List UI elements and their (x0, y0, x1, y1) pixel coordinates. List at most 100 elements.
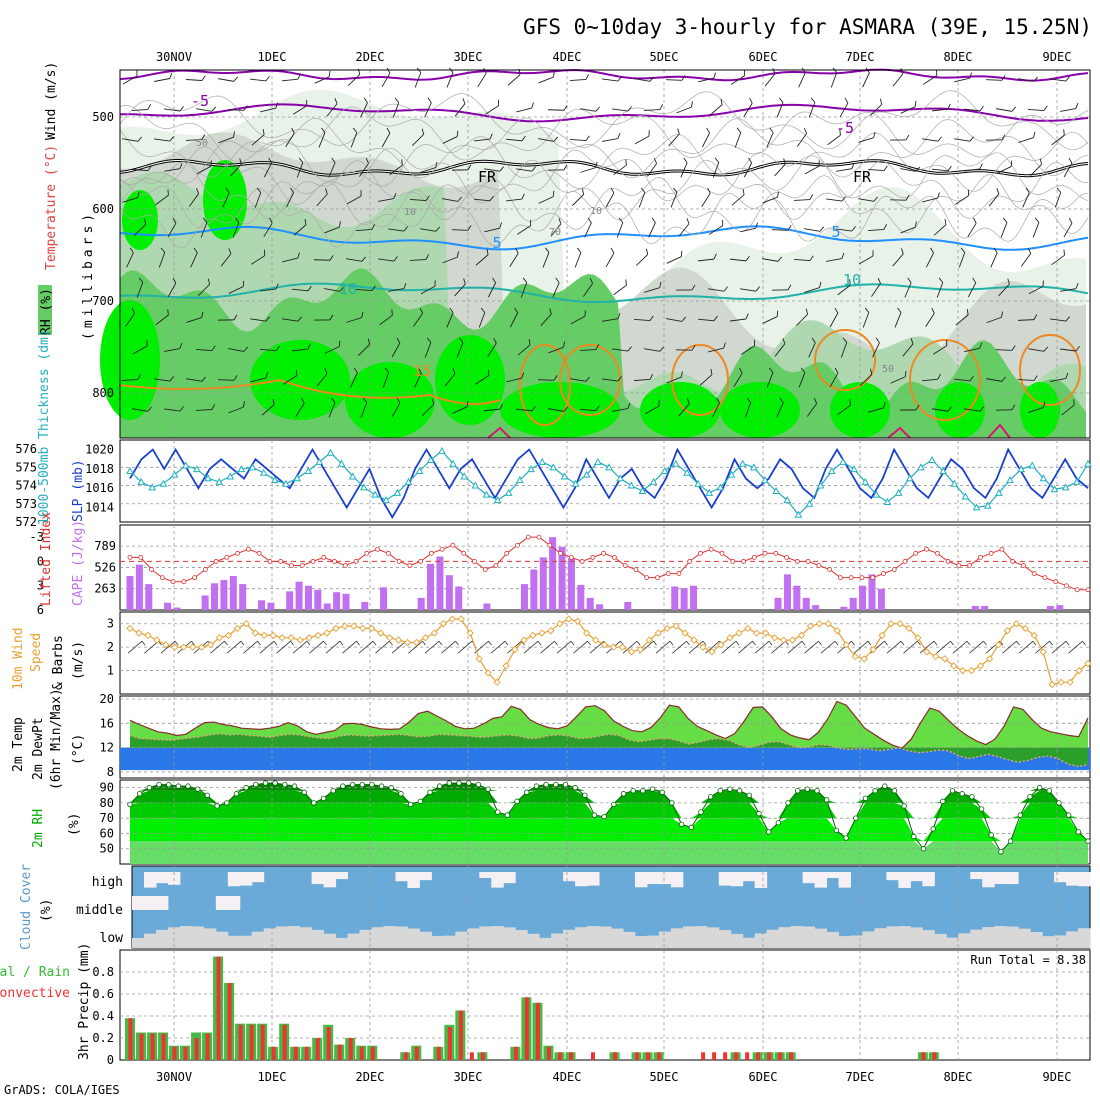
wind-barb (509, 247, 519, 268)
wind-barb-staff (378, 198, 394, 202)
wind-barb-staff (830, 72, 838, 88)
temp2m-label-b: 2m DewPt (31, 717, 46, 780)
wind-barb (840, 337, 848, 358)
wind-barb-staff (132, 345, 148, 355)
wind10-label-a: 10m Wind (11, 627, 26, 690)
wind-barb-flag (172, 217, 177, 224)
wind-barb (326, 98, 338, 117)
wind-barb-flag (834, 367, 839, 374)
wind-barb-flag (753, 339, 756, 346)
wind-barb-flag (677, 128, 680, 135)
wind-barb (542, 247, 550, 268)
wind-barb-flag (201, 311, 204, 318)
wind-barb-staff (328, 162, 336, 178)
wind-barb-staff (478, 312, 486, 328)
wind-barb (548, 341, 565, 354)
li-point (665, 571, 671, 576)
wind-barb (766, 367, 774, 388)
rh2m-point (224, 800, 230, 806)
wind-barb-flag (466, 400, 469, 407)
wind-barb-flag (811, 337, 816, 343)
wind-barb (220, 248, 232, 267)
li-point (967, 563, 972, 568)
wind10-barb-flag (884, 640, 888, 646)
cloud-cell-high (143, 872, 157, 888)
wind10-barb-flag (323, 640, 327, 646)
wind-barb (378, 256, 398, 262)
wind-barb-flag (531, 102, 534, 109)
wind-barb-staff (762, 258, 778, 262)
wind-barb-staff (122, 75, 138, 85)
wind-barb (839, 97, 849, 118)
contour-line (119, 188, 1089, 249)
wind-barb (122, 136, 143, 142)
wind-barb (328, 397, 336, 418)
wind-barb-staff (391, 342, 401, 358)
wind-barb (282, 252, 300, 263)
wind-barb-staff (132, 408, 148, 412)
rh2m-point (669, 800, 675, 806)
wind-barb (926, 247, 934, 268)
wind10-point (779, 636, 788, 644)
wind10-point (135, 629, 143, 637)
wind10-point (260, 631, 268, 640)
wind-barb-staff (1060, 108, 1076, 112)
rh2m-point (736, 787, 743, 794)
wind-barb-flag (384, 367, 390, 373)
cloud-cell-low (634, 935, 648, 948)
wind-barb (421, 398, 435, 416)
wind-barb-staff (382, 372, 390, 388)
wind-barb (1020, 247, 1032, 267)
wind10-barb (705, 640, 720, 654)
wind-barb (733, 367, 743, 388)
wind-barb-staff (444, 373, 456, 387)
tick-label: 0 (37, 554, 44, 568)
wind-barb-flag (272, 398, 275, 405)
wind-barb-flag (844, 97, 849, 104)
wind-barb (446, 307, 454, 328)
thickness-point (671, 459, 680, 467)
rh2m-point (369, 781, 375, 788)
wind-barb-flag (275, 345, 280, 352)
wind-barb (451, 225, 472, 231)
rh2m-point (282, 781, 288, 788)
wind10-barb-flag (240, 640, 245, 646)
li-point (794, 559, 800, 564)
precip-convective-bar (756, 1052, 761, 1060)
wind10-barb-flag (504, 640, 509, 646)
wind10-barb (160, 640, 176, 654)
li-point (1085, 587, 1091, 593)
wind-barb-flag (967, 189, 970, 196)
wind-barb (424, 337, 432, 358)
wind-barb-flag (456, 130, 459, 137)
wind-barb (774, 338, 786, 357)
wind-barb-staff (701, 192, 711, 208)
li-point (881, 571, 886, 576)
wind-barb (296, 157, 304, 178)
wind10-barb (672, 640, 687, 654)
wind-barb-staff (734, 132, 742, 148)
wind-barb-flag (716, 397, 720, 404)
wind-barb (506, 372, 524, 383)
wind-barb (932, 406, 952, 412)
wind-barb-staff (228, 348, 244, 352)
wind-barb (602, 133, 621, 142)
wind10-barb (1002, 640, 1017, 654)
wind-barb-staff (196, 108, 212, 112)
wind10-barb-flag (834, 640, 839, 646)
wind-barb (602, 313, 621, 322)
wind-barb-staff (326, 103, 338, 117)
wind-barb-staff (350, 132, 358, 148)
wind-barb (771, 225, 792, 231)
wind-barb-flag (587, 217, 592, 223)
wind-barb-flag (362, 397, 368, 403)
wind-barb (633, 315, 654, 322)
thickness-point (527, 465, 535, 473)
cape-label: CAPE (J/kg) (71, 520, 86, 606)
rh2m-point (378, 783, 385, 789)
wind-barb-flag (143, 218, 147, 225)
wind-barb-flag (137, 374, 142, 380)
bottom-date-label: 2DEC (356, 1070, 385, 1084)
wind10-point (717, 641, 725, 649)
li-point (428, 550, 434, 556)
